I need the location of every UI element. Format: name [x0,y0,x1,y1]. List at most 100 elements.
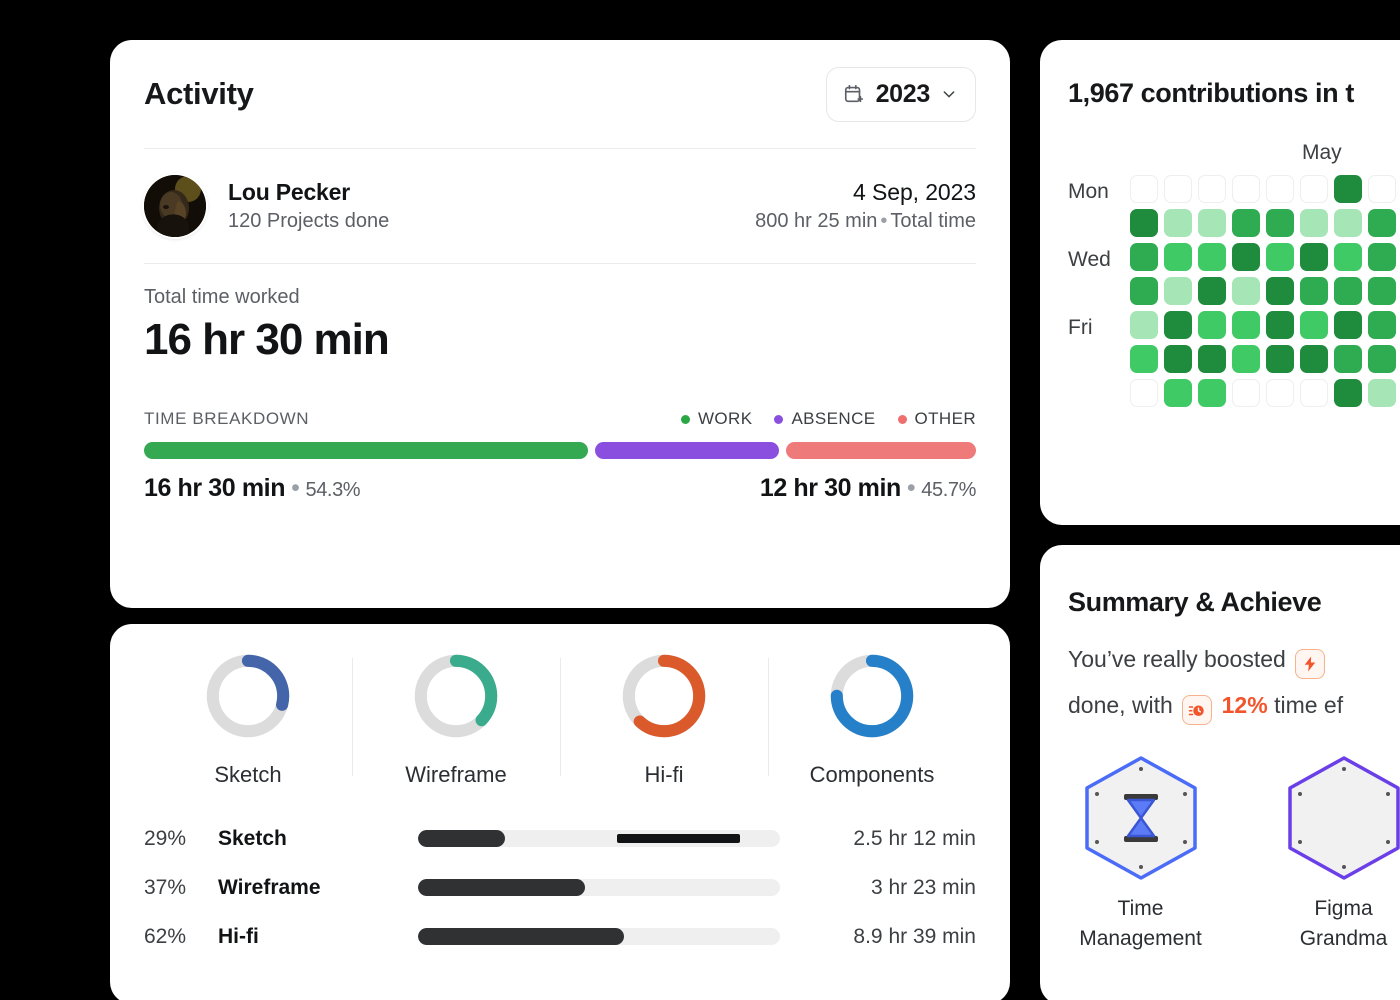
heatmap-cell[interactable] [1130,277,1158,305]
heatmap-cell[interactable] [1300,243,1328,271]
timer-icon [1182,695,1213,725]
heatmap-cell[interactable] [1130,311,1158,339]
heatmap-cell[interactable] [1198,175,1226,203]
heatmap-cell[interactable] [1368,311,1396,339]
heatmap-cell[interactable] [1300,345,1328,373]
heatmap-cell[interactable] [1198,311,1226,339]
badge-figma-label: Figma Grandma [1300,894,1388,954]
year-select-dropdown[interactable]: 2023 [825,66,976,122]
weekday-label: Wed [1068,248,1111,271]
heatmap-cell[interactable] [1368,243,1396,271]
heatmap-cell[interactable] [1198,277,1226,305]
weekday-label [1068,277,1130,311]
badge-label-line1: Time [1117,897,1164,920]
total-time-row: 800 hr 25 min • Total time [755,210,976,233]
heatmap-cell[interactable] [1232,345,1260,373]
donut-chart-row: Sketch Wireframe Hi-fi Components [144,624,976,788]
heatmap-cell[interactable] [1368,379,1396,407]
heatmap-cell[interactable] [1266,209,1294,237]
weekday-label [1068,141,1130,175]
user-divider [144,263,976,264]
heatmap-cell[interactable] [1368,277,1396,305]
breakdown-segment-work [144,442,589,459]
heatmap-cell[interactable] [1334,209,1362,237]
heatmap-cell[interactable] [1164,243,1192,271]
heatmap-cell[interactable] [1266,243,1294,271]
heatmap-cell[interactable] [1334,345,1362,373]
heatmap-cell[interactable] [1300,311,1328,339]
breakdown-segment-absence [595,442,780,459]
heatmap-cell[interactable] [1300,209,1328,237]
user-summary-row: Lou Pecker 120 Projects done 4 Sep, 2023… [144,149,976,263]
heatmap-cell[interactable] [1300,175,1328,203]
heatmap-cell[interactable] [1164,345,1192,373]
heatmap-cell[interactable] [1232,209,1260,237]
heatmap-cell[interactable] [1334,311,1362,339]
heatmap-cell[interactable] [1368,209,1396,237]
progress-label: Wireframe [218,875,321,899]
heatmap-cell[interactable] [1266,345,1294,373]
heatmap-cell[interactable] [1164,379,1192,407]
heatmap-cell[interactable] [1232,175,1260,203]
heatmap-cell[interactable] [1164,311,1192,339]
progress-track [418,830,780,847]
summary-line2-text: done, with [1068,692,1173,718]
user-projects-count: 120 Projects done [228,210,390,232]
heatmap-cell[interactable] [1164,175,1192,203]
page-title: Activity [144,76,254,111]
heatmap-cell[interactable] [1266,277,1294,305]
heatmap-cell[interactable] [1232,379,1260,407]
heatmap-cell[interactable] [1334,175,1362,203]
heatmap-cell[interactable] [1198,379,1226,407]
heatmap-cell[interactable] [1232,277,1260,305]
heatmap-cell[interactable] [1130,379,1158,407]
summary-paragraph-2: done, with 12% time ef [1068,682,1400,728]
heatmap-cell[interactable] [1130,345,1158,373]
progress-time: 8.9 hr 39 min [853,924,976,948]
progress-time: 3 hr 23 min [870,875,976,899]
heatmap-cell[interactable] [1334,379,1362,407]
progress-track [418,879,780,896]
progress-percent: 29% [144,826,187,850]
heatmap-grid [1130,175,1400,413]
heatmap-cell[interactable] [1232,243,1260,271]
heatmap-cell[interactable] [1130,175,1158,203]
badge-time-management[interactable]: Time Management [1068,754,1213,954]
avatar [144,175,206,237]
badge2-label-line2: Grandma [1299,927,1388,950]
heatmap-cell[interactable] [1198,209,1226,237]
legend-item-absence: ABSENCE [774,409,875,429]
summary-paragraph: You’ve really boosted [1068,636,1400,682]
heatmap-cell[interactable] [1232,311,1260,339]
chevron-down-icon [941,86,957,102]
contributions-card: 1,967 contributions in t Mon Wed Fri MayJu [1040,40,1400,525]
donut-hi-fi: Hi-fi [560,652,768,788]
heatmap-cell[interactable] [1130,243,1158,271]
heatmap-cell[interactable] [1300,277,1328,305]
breakdown-header: TIME BREAKDOWN WORK ABSENCE OTHER [144,409,976,429]
donut-components: Components [768,652,976,788]
legend-item-work: WORK [680,409,752,429]
progress-percent: 62% [144,924,187,948]
heatmap-cell[interactable] [1334,243,1362,271]
heatmap-cell[interactable] [1164,209,1192,237]
achievement-badges: Time Management Figma Grandma [1068,754,1400,954]
heatmap-cell[interactable] [1266,175,1294,203]
heatmap-cell[interactable] [1266,311,1294,339]
heatmap-cell[interactable] [1198,345,1226,373]
heatmap-cell[interactable] [1334,277,1362,305]
heatmap-cell[interactable] [1266,379,1294,407]
heatmap-cell[interactable] [1198,243,1226,271]
progress-percent: 37% [144,875,187,899]
heatmap-cell[interactable] [1130,209,1158,237]
progress-list: 29% Sketch 2.5 hr 12 min 37% Wireframe 3 hr 2… [144,814,976,961]
heatmap-cell[interactable] [1164,277,1192,305]
badge2-label-line1: Figma [1314,897,1373,920]
heatmap-cell[interactable] [1368,175,1396,203]
time-breakdown-label: TIME BREAKDOWN [144,409,310,428]
badge-figma-grandmaster[interactable]: Figma Grandma [1271,754,1400,954]
heatmap-cell[interactable] [1368,345,1396,373]
heatmap-cell[interactable] [1300,379,1328,407]
lightning-bolt-icon [1295,649,1326,679]
total-time-value: 800 hr 25 min [755,210,878,232]
